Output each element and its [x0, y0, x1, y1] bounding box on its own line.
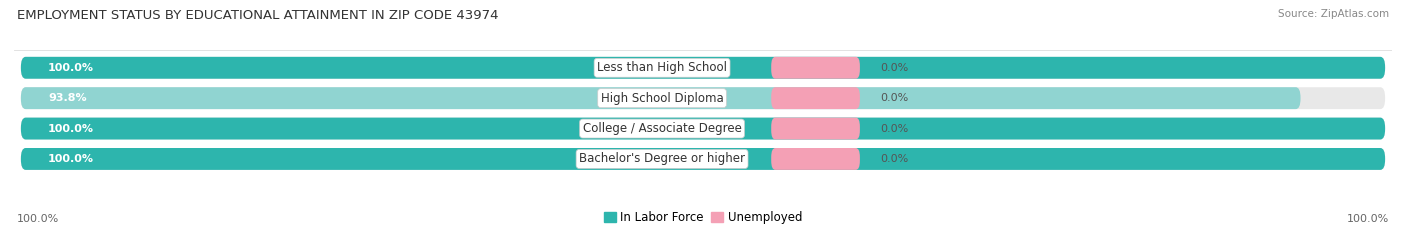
Text: 100.0%: 100.0%: [48, 154, 94, 164]
Text: Source: ZipAtlas.com: Source: ZipAtlas.com: [1278, 9, 1389, 19]
FancyBboxPatch shape: [772, 118, 860, 140]
FancyBboxPatch shape: [21, 57, 1385, 79]
Legend: In Labor Force, Unemployed: In Labor Force, Unemployed: [599, 206, 807, 229]
Text: 0.0%: 0.0%: [880, 154, 908, 164]
Text: High School Diploma: High School Diploma: [600, 92, 724, 105]
Text: 0.0%: 0.0%: [880, 63, 908, 73]
FancyBboxPatch shape: [772, 148, 860, 170]
Text: EMPLOYMENT STATUS BY EDUCATIONAL ATTAINMENT IN ZIP CODE 43974: EMPLOYMENT STATUS BY EDUCATIONAL ATTAINM…: [17, 9, 498, 22]
FancyBboxPatch shape: [21, 148, 1385, 170]
FancyBboxPatch shape: [21, 118, 1385, 140]
Text: 100.0%: 100.0%: [48, 123, 94, 134]
Text: 0.0%: 0.0%: [880, 123, 908, 134]
Text: 100.0%: 100.0%: [17, 214, 59, 224]
Text: 93.8%: 93.8%: [48, 93, 87, 103]
FancyBboxPatch shape: [772, 87, 860, 109]
FancyBboxPatch shape: [21, 87, 1301, 109]
Text: Bachelor's Degree or higher: Bachelor's Degree or higher: [579, 152, 745, 165]
FancyBboxPatch shape: [21, 57, 1385, 79]
FancyBboxPatch shape: [21, 148, 1385, 170]
FancyBboxPatch shape: [21, 87, 1385, 109]
Text: College / Associate Degree: College / Associate Degree: [582, 122, 741, 135]
FancyBboxPatch shape: [772, 57, 860, 79]
Text: Less than High School: Less than High School: [598, 61, 727, 74]
Text: 100.0%: 100.0%: [48, 63, 94, 73]
Text: 100.0%: 100.0%: [1347, 214, 1389, 224]
FancyBboxPatch shape: [21, 118, 1385, 140]
Text: 0.0%: 0.0%: [880, 93, 908, 103]
